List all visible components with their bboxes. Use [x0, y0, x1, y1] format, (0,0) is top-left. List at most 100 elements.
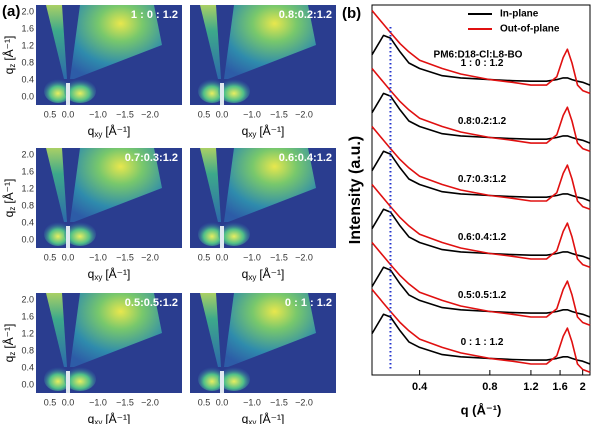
x-tick-label: 0.5 [198, 109, 211, 119]
plot-frame [371, 4, 591, 376]
image-wedge [46, 293, 67, 367]
y-tick-label: 0.8 [21, 200, 34, 210]
x-tick-label: 0.5 [198, 397, 211, 407]
x-tick-label: −1.0 [243, 252, 261, 262]
y-tick-label: 2.0 [21, 294, 34, 304]
profile-line [371, 313, 591, 365]
panel-label: (a) [2, 3, 20, 20]
x-tick-label: 0.0 [62, 109, 75, 119]
sample-label: 0.6:0.4:1.2 [458, 232, 507, 243]
x-tick-label: −1.0 [243, 109, 261, 119]
x-tick-label: −1.0 [89, 397, 107, 407]
x-axis-label: q (Å⁻¹) [461, 402, 502, 417]
label-part: [Å⁻¹] [105, 266, 130, 281]
image-label: 0.5:0.5:1.2 [125, 297, 178, 309]
x-tick-label: −1.5 [116, 252, 134, 262]
x-tick-label: 0.0 [216, 397, 229, 407]
image-wedge [224, 148, 316, 222]
x-tick-label: 0.0 [62, 252, 75, 262]
profile-line [371, 288, 591, 373]
x-axis-label: qxy [Å⁻¹] [242, 411, 285, 424]
x-tick-label: 2 [580, 381, 586, 393]
y-tick-label: 0.4 [21, 362, 34, 372]
label-part: q [2, 68, 16, 75]
giwaxs-image [36, 293, 182, 393]
x-tick-label: −2.0 [141, 109, 159, 119]
y-tick-label: 0.0 [21, 234, 34, 244]
y-axis-label: qz [Å⁻¹] [1, 36, 17, 75]
x-tick-label: 0.5 [44, 109, 57, 119]
x-tick-label: −1.5 [270, 252, 288, 262]
label-part: z [8, 64, 17, 68]
image-wedge [224, 293, 316, 367]
y-tick-label: 1.6 [21, 23, 34, 33]
giwaxs-image [190, 293, 336, 393]
y-tick-label: 1.6 [21, 311, 34, 321]
label-part: [Å⁻¹] [105, 123, 130, 138]
y-tick-label: 1.2 [21, 183, 34, 193]
x-tick-label: 1.6 [552, 381, 567, 393]
image-wedge [200, 5, 221, 79]
sample-label: 1 : 0 : 1.2 [461, 58, 504, 69]
sample-label: 0.5:0.5:1.2 [458, 290, 507, 301]
image-blob [44, 367, 72, 391]
label-part: [Å⁻¹] [1, 324, 16, 349]
giwaxs-image [36, 148, 182, 248]
image-blob [218, 222, 250, 246]
label-part: q [242, 267, 249, 281]
label-part: q [88, 124, 95, 138]
label-part: xy [248, 130, 256, 139]
annotation: PM6:D18-Cl:L8-BO [434, 50, 523, 61]
x-tick-label: −1.0 [89, 109, 107, 119]
label-part: [Å⁻¹] [259, 123, 284, 138]
profile-line [371, 9, 591, 95]
x-axis-label: qxy [Å⁻¹] [88, 123, 131, 139]
panel-label: (b) [342, 5, 361, 22]
label-part: z [8, 352, 17, 356]
y-tick-label: 0.4 [21, 217, 34, 227]
x-tick-label: 0.0 [62, 397, 75, 407]
x-tick-label: 0.0 [216, 252, 229, 262]
x-tick-label: −1.5 [270, 109, 288, 119]
x-tick-label: 0.8 [482, 381, 497, 393]
beam-stop [220, 226, 224, 248]
beam-stop [66, 371, 70, 393]
beam-stop [66, 83, 70, 105]
profile-line [371, 208, 591, 260]
giwaxs-image [190, 5, 336, 105]
x-tick-label: 0.5 [44, 252, 57, 262]
label-part: q [88, 267, 95, 281]
x-tick-label: −2.0 [141, 397, 159, 407]
giwaxs-image [190, 148, 336, 248]
x-tick-label: −1.0 [243, 397, 261, 407]
x-tick-label: −1.0 [89, 252, 107, 262]
label-part: xy [94, 418, 102, 424]
image-wedge [224, 5, 316, 79]
profile-line [371, 34, 591, 86]
label-part: [Å⁻¹] [259, 411, 284, 424]
image-blob [198, 367, 226, 391]
sample-label: 0.7:0.3:1.2 [458, 174, 507, 185]
image-blob [44, 79, 72, 103]
profile-line [371, 183, 591, 269]
beam-stop [220, 371, 224, 393]
x-axis-label: qxy [Å⁻¹] [88, 266, 131, 282]
label-part: q [2, 356, 16, 363]
label-part: [Å⁻¹] [259, 266, 284, 281]
x-tick-label: −2.0 [141, 252, 159, 262]
image-label: 1 : 0 : 1.2 [131, 9, 178, 21]
x-axis-label: qxy [Å⁻¹] [242, 123, 285, 139]
image-wedge [46, 148, 67, 222]
image-blob [64, 222, 96, 246]
y-tick-label: 0.4 [21, 74, 34, 84]
image-wedge [200, 293, 221, 367]
image-wedge [70, 293, 162, 367]
image-blob [218, 367, 250, 391]
x-axis-label: qxy [Å⁻¹] [242, 266, 285, 282]
image-label: 0 : 1 : 1.2 [285, 297, 332, 309]
legend-label: Out-of-plane [500, 24, 560, 35]
image-blob [44, 222, 72, 246]
sample-label: 0.8:0.2:1.2 [458, 116, 507, 127]
